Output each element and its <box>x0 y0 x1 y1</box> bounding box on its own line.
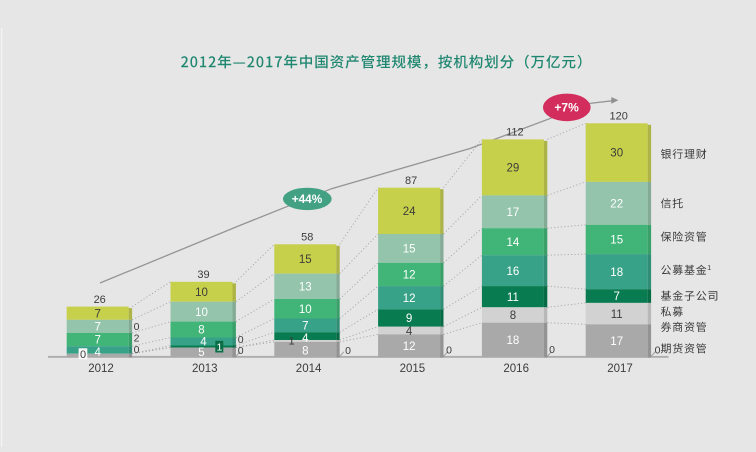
svg-text:7: 7 <box>94 335 100 347</box>
svg-text:4: 4 <box>94 347 101 359</box>
svg-text:4: 4 <box>302 333 309 345</box>
svg-text:7: 7 <box>613 291 619 303</box>
svg-text:15: 15 <box>403 244 416 256</box>
svg-text:14: 14 <box>507 237 520 249</box>
svg-text:22: 22 <box>610 199 623 211</box>
svg-text:16: 16 <box>507 266 520 278</box>
svg-text:17: 17 <box>610 336 623 348</box>
svg-text:1: 1 <box>216 342 222 354</box>
svg-text:1: 1 <box>707 265 711 272</box>
svg-text:2013: 2013 <box>192 363 218 375</box>
svg-text:10: 10 <box>195 307 208 319</box>
svg-text:4: 4 <box>406 326 413 338</box>
svg-text:29: 29 <box>507 163 520 175</box>
svg-text:10: 10 <box>195 287 208 299</box>
svg-text:12: 12 <box>403 293 416 305</box>
svg-text:4: 4 <box>200 336 207 348</box>
svg-text:7: 7 <box>94 322 100 334</box>
svg-text:17: 17 <box>507 207 520 219</box>
svg-text:2014: 2014 <box>296 363 322 375</box>
svg-text:87: 87 <box>405 175 417 187</box>
svg-text:0: 0 <box>134 321 140 333</box>
svg-text:12: 12 <box>403 270 416 282</box>
svg-text:5: 5 <box>198 347 204 359</box>
svg-text:30: 30 <box>610 148 623 160</box>
svg-text:7: 7 <box>302 321 308 333</box>
svg-text:13: 13 <box>299 281 312 293</box>
svg-text:24: 24 <box>403 206 416 218</box>
svg-text:26: 26 <box>94 294 106 306</box>
svg-text:2015: 2015 <box>400 363 426 375</box>
svg-text:0: 0 <box>345 345 351 357</box>
svg-text:10: 10 <box>299 304 312 316</box>
svg-text:18: 18 <box>610 267 623 279</box>
svg-text:8: 8 <box>510 310 516 322</box>
svg-text:2016: 2016 <box>503 363 529 375</box>
svg-text:2: 2 <box>134 332 140 344</box>
svg-text:8: 8 <box>302 346 308 358</box>
svg-text:8: 8 <box>198 325 204 337</box>
svg-text:1: 1 <box>288 335 294 347</box>
svg-text:2012: 2012 <box>88 363 114 375</box>
svg-text:39: 39 <box>197 269 209 281</box>
svg-text:0: 0 <box>655 344 661 356</box>
svg-text:2017: 2017 <box>607 363 633 375</box>
svg-text:9: 9 <box>406 313 412 325</box>
svg-text:7: 7 <box>94 308 100 320</box>
svg-text:11: 11 <box>611 309 623 321</box>
svg-text:112: 112 <box>506 127 524 139</box>
svg-text:15: 15 <box>610 235 623 247</box>
svg-text:0: 0 <box>238 345 244 357</box>
svg-text:0: 0 <box>80 349 86 361</box>
svg-text:0: 0 <box>134 344 140 356</box>
svg-text:+44%: +44% <box>292 192 323 206</box>
svg-text:0: 0 <box>446 345 452 357</box>
svg-text:+7%: +7% <box>554 101 579 115</box>
svg-text:18: 18 <box>507 335 520 347</box>
svg-text:11: 11 <box>507 292 519 304</box>
svg-text:12: 12 <box>403 341 416 353</box>
svg-text:58: 58 <box>301 232 313 244</box>
svg-text:15: 15 <box>299 254 312 266</box>
svg-text:0: 0 <box>238 334 244 346</box>
svg-text:120: 120 <box>610 111 628 123</box>
svg-text:0: 0 <box>549 344 555 356</box>
